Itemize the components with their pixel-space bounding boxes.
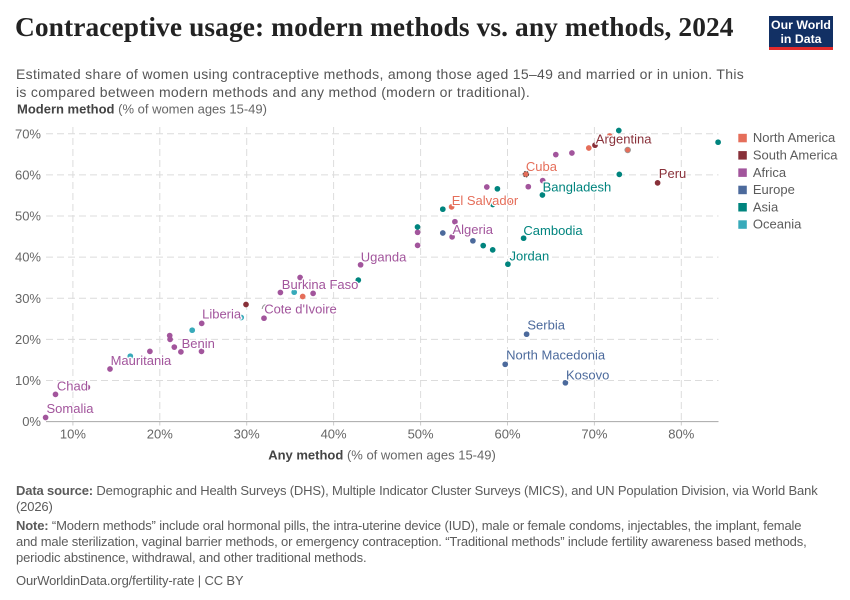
- svg-text:10%: 10%: [60, 427, 86, 442]
- svg-text:North America: North America: [753, 130, 836, 145]
- svg-text:Bangladesh: Bangladesh: [543, 179, 612, 194]
- svg-text:North Macedonia: North Macedonia: [506, 347, 606, 362]
- svg-text:0%: 0%: [22, 414, 41, 429]
- svg-text:Algeria: Algeria: [453, 222, 494, 237]
- svg-text:South America: South America: [753, 148, 838, 163]
- svg-text:Liberia: Liberia: [202, 306, 242, 321]
- svg-text:Burkina Faso: Burkina Faso: [282, 277, 359, 292]
- svg-text:Cote d'Ivoire: Cote d'Ivoire: [264, 301, 337, 316]
- svg-text:Europe: Europe: [753, 182, 795, 197]
- svg-text:80%: 80%: [668, 427, 694, 442]
- svg-text:40%: 40%: [15, 250, 41, 265]
- svg-text:Africa: Africa: [753, 165, 787, 180]
- svg-text:50%: 50%: [408, 427, 434, 442]
- svg-text:30%: 30%: [15, 291, 41, 306]
- svg-text:20%: 20%: [15, 332, 41, 347]
- svg-text:Uganda: Uganda: [361, 250, 407, 265]
- svg-text:Any method (% of women ages 15: Any method (% of women ages 15-49): [268, 448, 496, 463]
- svg-text:Chad: Chad: [57, 378, 88, 393]
- svg-text:10%: 10%: [15, 373, 41, 388]
- svg-text:Cambodia: Cambodia: [523, 223, 583, 238]
- svg-text:Cuba: Cuba: [526, 159, 558, 174]
- svg-text:40%: 40%: [321, 427, 347, 442]
- svg-text:60%: 60%: [15, 167, 41, 182]
- svg-text:Jordan: Jordan: [510, 249, 550, 264]
- svg-text:Somalia: Somalia: [47, 401, 95, 416]
- svg-text:70%: 70%: [15, 126, 41, 141]
- svg-text:50%: 50%: [15, 209, 41, 224]
- svg-text:Oceania: Oceania: [753, 217, 802, 232]
- svg-text:Serbia: Serbia: [527, 318, 565, 333]
- svg-text:El Salvador: El Salvador: [452, 193, 519, 208]
- svg-text:Benin: Benin: [182, 336, 215, 351]
- svg-text:Argentina: Argentina: [596, 132, 652, 147]
- svg-text:Peru: Peru: [659, 166, 686, 181]
- svg-text:60%: 60%: [494, 427, 520, 442]
- svg-text:20%: 20%: [147, 427, 173, 442]
- svg-text:Modern method (% of women ages: Modern method (% of women ages 15-49): [17, 102, 267, 117]
- svg-text:Asia: Asia: [753, 199, 779, 214]
- svg-text:30%: 30%: [234, 427, 260, 442]
- svg-text:70%: 70%: [581, 427, 607, 442]
- svg-text:Mauritania: Mauritania: [111, 353, 172, 368]
- svg-text:Kosovo: Kosovo: [566, 368, 609, 383]
